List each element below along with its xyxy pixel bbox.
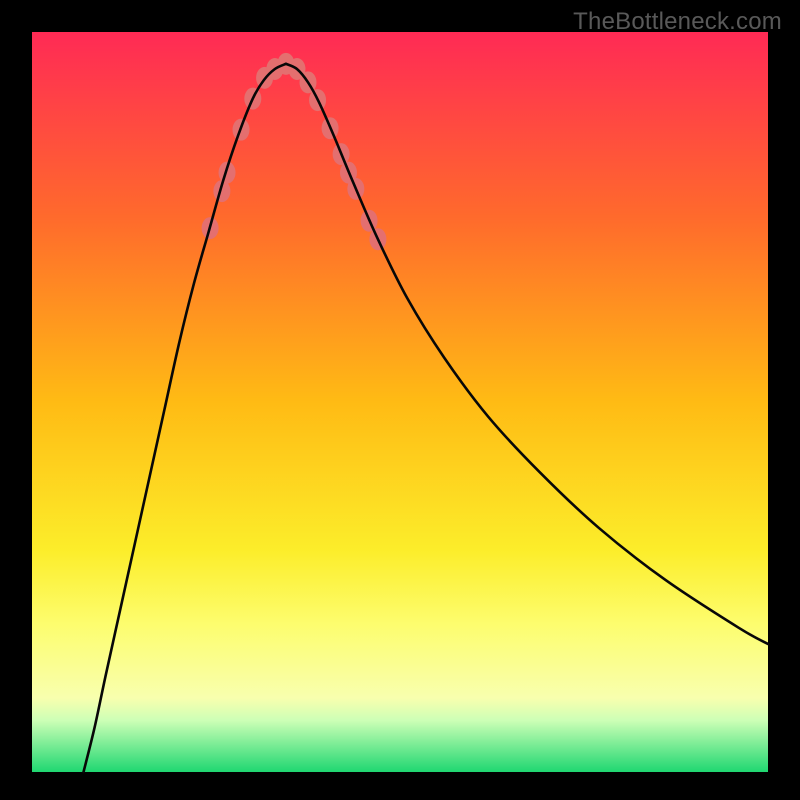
- chart-plot-area: [32, 32, 768, 772]
